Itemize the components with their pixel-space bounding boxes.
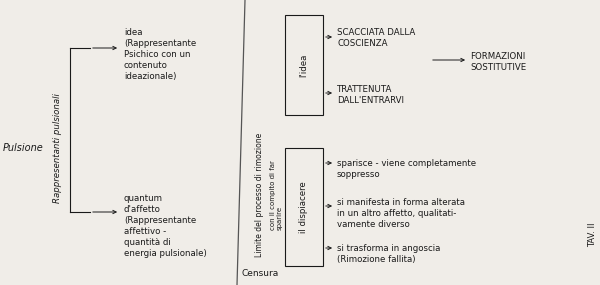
Text: sparisce - viene completamente
soppresso: sparisce - viene completamente soppresso [337, 159, 476, 179]
Text: Censura: Censura [242, 269, 279, 278]
Bar [285, 148, 323, 266]
Text: Limite del processo di rimozione: Limite del processo di rimozione [255, 133, 264, 257]
Text: TAV. II: TAV. II [589, 223, 598, 247]
Text: Pulsione: Pulsione [3, 143, 44, 153]
Text: il dispiacere: il dispiacere [299, 181, 308, 233]
Text: quantum
d'affetto
(Rappresentante
affettivo -
quantità di
energia pulsionale): quantum d'affetto (Rappresentante affett… [124, 194, 207, 258]
Bar [285, 15, 323, 115]
Text: l'idea: l'idea [299, 53, 308, 77]
Text: SCACCIATA DALLA
COSCIENZA: SCACCIATA DALLA COSCIENZA [337, 28, 415, 48]
Text: FORMAZIONI
SOSTITUTIVE: FORMAZIONI SOSTITUTIVE [470, 52, 526, 72]
Text: TRATTENUTA
DALL'ENTRARVI: TRATTENUTA DALL'ENTRARVI [337, 85, 404, 105]
Text: idea
(Rappresentante
Psichico con un
contenuto
ideazionale): idea (Rappresentante Psichico con un con… [124, 28, 196, 82]
Text: con il compito di far
sparire: con il compito di far sparire [270, 160, 283, 230]
Text: si trasforma in angoscia
(Rimozione fallita): si trasforma in angoscia (Rimozione fall… [337, 244, 440, 264]
Text: Rappresentanti pulsionali: Rappresentanti pulsionali [53, 93, 62, 203]
Text: si manifesta in forma alterata
in un altro affetto, qualitati-
vamente diverso: si manifesta in forma alterata in un alt… [337, 198, 465, 229]
